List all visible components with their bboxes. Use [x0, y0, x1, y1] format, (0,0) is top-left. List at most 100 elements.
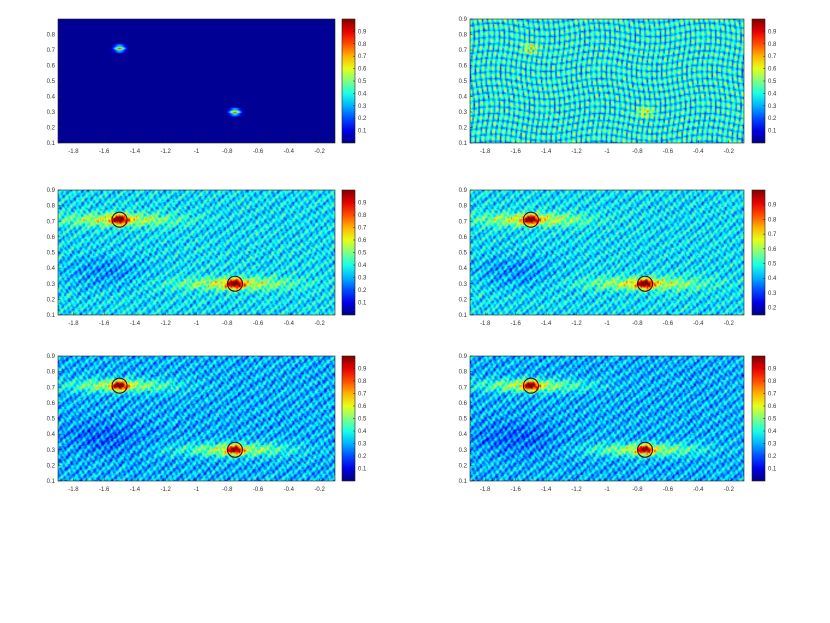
x-tick-label: -0.4	[693, 487, 704, 493]
colorbar-tick-label: 0.6	[358, 404, 367, 410]
colorbar-gradient	[751, 189, 766, 316]
colorbar-tick-label: 0.6	[358, 67, 367, 73]
y-tick-label: 0.2	[47, 297, 56, 303]
colorbar-tick-label: 0.9	[768, 29, 777, 35]
heatmap-panel-6: -1.8 -1.6 -1.4 -1.2 -1 -0.8 -0.6 -0.4 -0.2 0.1 0.2…	[459, 354, 777, 493]
x-tick-label: -1.2	[161, 149, 172, 155]
x-tick-label: -0.6	[253, 321, 264, 327]
colorbar-tick-label: 0.8	[768, 379, 777, 385]
x-tick-label: -1.6	[99, 149, 110, 155]
x-tick-label: -0.8	[632, 321, 643, 327]
x-tick-label: -1.6	[510, 149, 521, 155]
colorbar-tick-label: 0.4	[358, 91, 367, 97]
colorbar-tick-label: 0.1	[358, 301, 367, 307]
x-tick-label: -1.2	[571, 321, 582, 327]
y-tick-label: 0.5	[459, 417, 468, 423]
x-tick-label: -1.2	[161, 321, 172, 327]
target-marker-1	[111, 211, 128, 228]
y-tick-label: 0.3	[47, 282, 56, 288]
y-tick-label: 0.4	[47, 266, 56, 272]
heatmap-panel-3: -1.8 -1.6 -1.4 -1.2 -1 -0.8 -0.6 -0.4 -0.2 0.1 0.2…	[47, 188, 367, 327]
colorbar-tick-label: 0.1	[358, 129, 367, 135]
colorbar-tick-label: 0.6	[768, 247, 777, 253]
colorbar-tick-label: 0.7	[358, 392, 367, 398]
colorbar-tick-label: 0.8	[768, 42, 777, 48]
y-tick-label: 0.8	[459, 33, 468, 39]
y-tick-label: 0.8	[47, 370, 56, 376]
y-tick-label: 0.2	[47, 126, 56, 132]
x-tick-label: -0.2	[724, 487, 735, 493]
x-tick-label: -0.2	[314, 321, 325, 327]
y-tick-label: 0.9	[459, 188, 468, 194]
y-tick-label: 0.4	[459, 266, 468, 272]
y-tick-label: 0.1	[47, 141, 56, 147]
x-tick-label: -1.8	[68, 149, 79, 155]
colorbar-tick-label: 0.8	[768, 217, 777, 223]
x-tick-label: -1.2	[571, 487, 582, 493]
x-tick-label: -0.8	[222, 149, 233, 155]
colorbar-tick-label: 0.1	[768, 467, 777, 473]
x-tick-label: -1	[604, 149, 610, 155]
y-tick-label: 0.1	[459, 313, 468, 319]
x-tick-label: -1.4	[541, 487, 552, 493]
x-tick-label: -0.4	[693, 321, 704, 327]
target-marker-2	[226, 441, 244, 458]
colorbar-tick-label: 0.8	[358, 213, 367, 219]
x-tick-label: -0.4	[693, 149, 704, 155]
y-tick-label: 0.6	[459, 64, 468, 70]
heatmap-image	[58, 356, 335, 481]
colorbar: 0.1 0.2 0.3 0.4 0.5 0.6 0.7 0.8 0.9	[341, 355, 367, 482]
colorbar: 0.2 0.3 0.4 0.5 0.6 0.7 0.8 0.9	[751, 189, 777, 316]
heatmap-panel-5: -1.8 -1.6 -1.4 -1.2 -1 -0.8 -0.6 -0.4 -0.2 0.1 0.2…	[47, 354, 367, 493]
x-tick-label: -1.2	[571, 149, 582, 155]
y-tick-label: 0.8	[459, 370, 468, 376]
colorbar-tick-label: 0.5	[358, 79, 367, 85]
x-tick-label: -0.8	[222, 487, 233, 493]
x-tick-label: -1.4	[541, 149, 552, 155]
y-tick-label: 0.2	[459, 126, 468, 132]
y-tick-label: 0.1	[459, 479, 468, 485]
y-tick-label: 0.3	[459, 282, 468, 288]
x-tick-label: -1.4	[130, 149, 141, 155]
colorbar: 0.1 0.2 0.3 0.4 0.5 0.6 0.7 0.8 0.9	[341, 18, 367, 144]
heatmap-panel-4: -1.8 -1.6 -1.4 -1.2 -1 -0.8 -0.6 -0.4 -0.2 0.1 0.2…	[459, 188, 777, 327]
y-tick-label: 0.9	[47, 188, 56, 194]
y-tick-label: 0.9	[47, 354, 56, 360]
x-tick-label: -1	[604, 487, 610, 493]
colorbar-tick-label: 0.7	[768, 54, 777, 60]
y-tick-label: 0.4	[47, 95, 56, 101]
colorbar-tick-label: 0.9	[768, 367, 777, 373]
colorbar-tick-label: 0.9	[358, 201, 367, 207]
y-tick-label: 0.2	[47, 463, 56, 469]
heatmap-panel-2: -1.8 -1.6 -1.4 -1.2 -1 -0.8 -0.6 -0.4 -0.2 0.1 0.2…	[459, 17, 777, 155]
colorbar-tick-label: 0.9	[358, 367, 367, 373]
colorbar-tick-label: 0.1	[768, 129, 777, 135]
y-tick-label: 0.6	[47, 401, 56, 407]
x-tick-label: -0.6	[663, 149, 674, 155]
y-tick-label: 0.9	[459, 17, 468, 23]
y-tick-label: 0.7	[459, 385, 468, 391]
x-tick-label: -1.4	[130, 487, 141, 493]
y-tick-label: 0.3	[47, 448, 56, 454]
x-tick-label: -1.4	[541, 321, 552, 327]
x-tick-label: -1.6	[99, 321, 110, 327]
colorbar-tick-label: 0.2	[768, 116, 777, 122]
x-tick-label: -0.4	[284, 487, 295, 493]
colorbar-tick-label: 0.3	[358, 442, 367, 448]
colorbar-tick-label: 0.3	[358, 104, 367, 110]
colorbar-tick-label: 0.6	[768, 67, 777, 73]
y-tick-label: 0.6	[459, 401, 468, 407]
x-tick-label: -0.2	[314, 149, 325, 155]
x-tick-label: -0.2	[724, 321, 735, 327]
colorbar-tick-label: 0.2	[768, 454, 777, 460]
colorbar-tick-label: 0.9	[768, 203, 777, 209]
colorbar-tick-label: 0.4	[358, 429, 367, 435]
target-marker-1	[522, 211, 539, 228]
x-tick-label: -1	[194, 149, 200, 155]
colorbar-tick-label: 0.5	[358, 251, 367, 257]
colorbar-tick-label: 0.5	[768, 262, 777, 268]
x-tick-label: -1.8	[480, 149, 491, 155]
x-tick-label: -1.8	[480, 321, 491, 327]
colorbar-tick-label: 0.5	[768, 79, 777, 85]
x-tick-label: -1	[194, 487, 200, 493]
